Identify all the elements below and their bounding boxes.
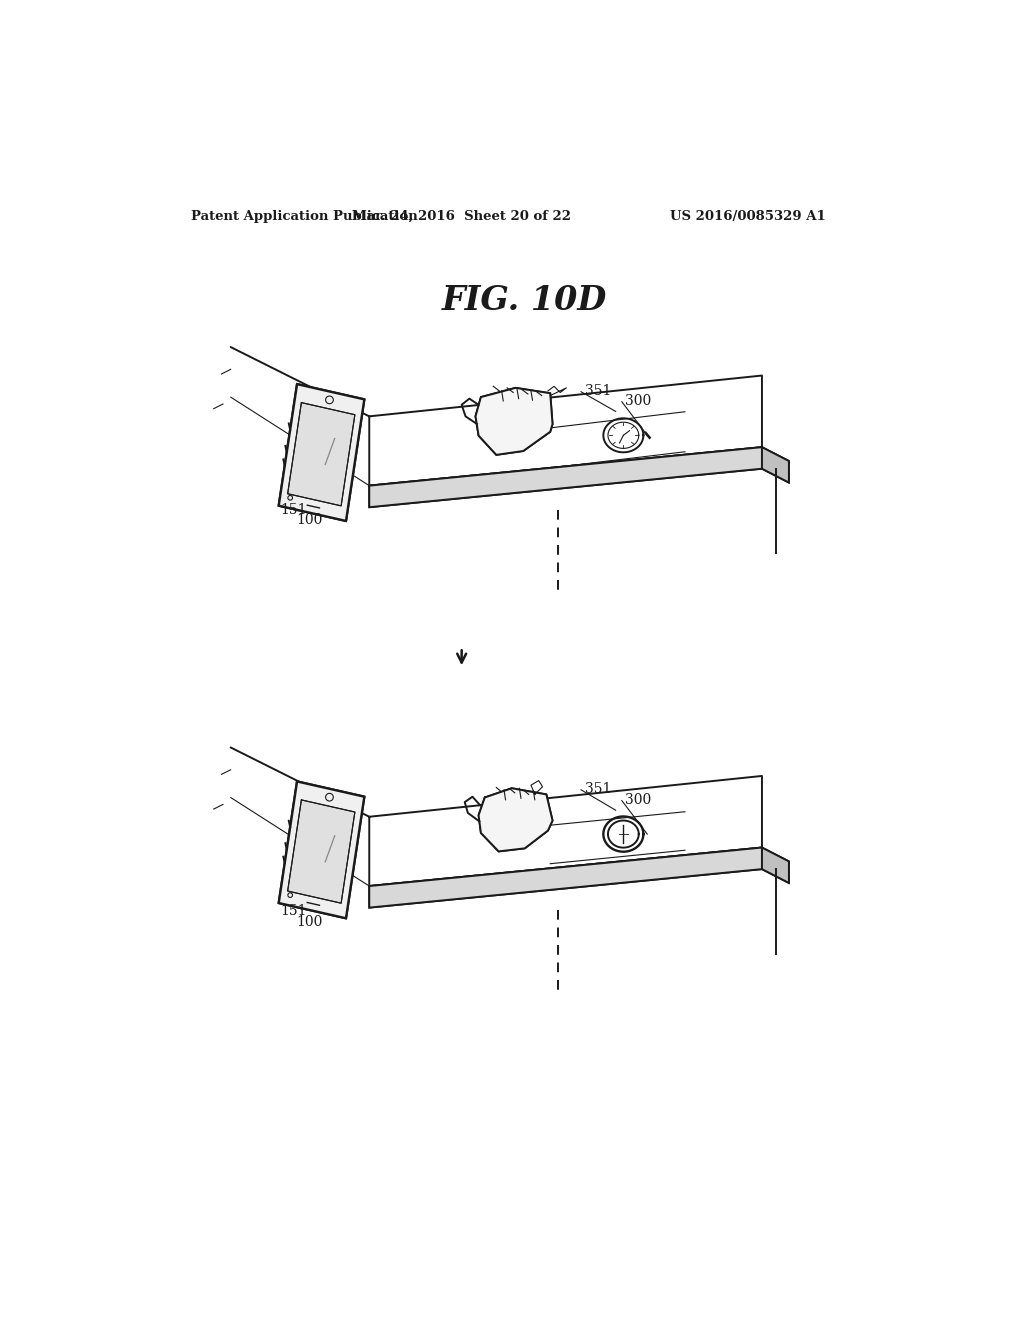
Polygon shape	[475, 388, 553, 455]
Text: 351: 351	[585, 384, 611, 397]
Polygon shape	[762, 447, 788, 483]
Polygon shape	[370, 847, 762, 908]
Polygon shape	[478, 788, 553, 851]
Polygon shape	[762, 847, 788, 883]
Text: 300: 300	[625, 793, 651, 807]
Polygon shape	[279, 384, 365, 521]
Text: 151: 151	[281, 904, 307, 919]
Text: FIG. 10D: FIG. 10D	[442, 284, 607, 317]
Polygon shape	[288, 403, 355, 506]
Text: Mar. 24, 2016  Sheet 20 of 22: Mar. 24, 2016 Sheet 20 of 22	[352, 210, 571, 223]
Text: 351: 351	[585, 781, 611, 796]
Text: Patent Application Publication: Patent Application Publication	[190, 210, 418, 223]
Text: US 2016/0085329 A1: US 2016/0085329 A1	[670, 210, 825, 223]
Text: 100: 100	[296, 915, 323, 929]
Polygon shape	[279, 781, 365, 919]
Text: 100: 100	[296, 513, 323, 527]
Text: 300: 300	[625, 393, 651, 408]
Polygon shape	[370, 447, 762, 507]
Text: 151: 151	[281, 503, 307, 516]
Polygon shape	[288, 800, 355, 903]
